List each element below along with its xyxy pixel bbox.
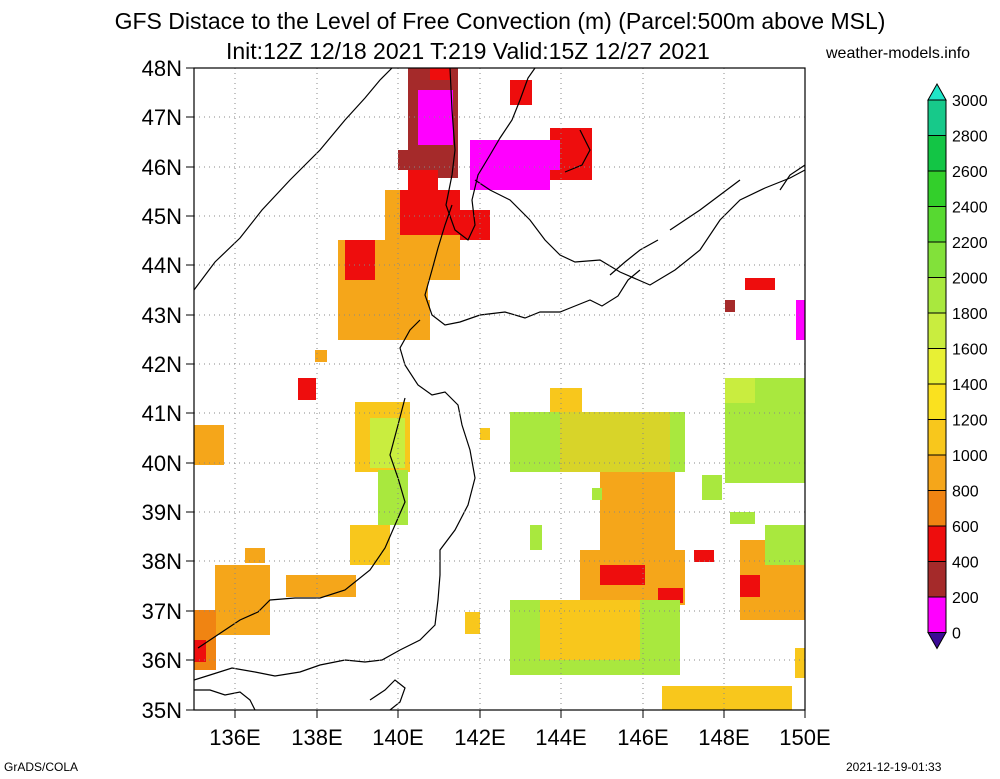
colorbar-swatch: [927, 561, 947, 598]
gridlines: [194, 68, 805, 710]
lon-label: 148E: [698, 725, 749, 750]
colorbar-label: 2200: [952, 235, 988, 252]
colorbar-swatch: [927, 454, 947, 491]
footer-timestamp: 2021-12-19-01:33: [846, 760, 942, 774]
colorbar-swatch: [927, 241, 947, 278]
map-frame: [193, 67, 806, 711]
lon-label: 142E: [454, 725, 505, 750]
footer-credit: GrADS/COLA: [4, 760, 79, 774]
colorbar-label: 1400: [952, 377, 988, 394]
colorbar-label: 0: [952, 626, 961, 643]
map-title: GFS Distace to the Level of Free Convect…: [114, 8, 886, 34]
lon-label: 140E: [372, 725, 423, 750]
lon-label: 136E: [209, 725, 260, 750]
lat-label: 42N: [142, 352, 182, 377]
site-label: weather-models.info: [826, 45, 971, 62]
coastlines: [194, 68, 805, 710]
lat-label: 40N: [142, 451, 182, 476]
lat-labels: 48N 47N 46N 45N 44N 43N 42N 41N 40N 39N …: [142, 56, 182, 723]
colorbar-swatch: [927, 419, 947, 456]
lat-label: 37N: [142, 599, 182, 624]
colorbar-swatch: [927, 99, 947, 136]
colorbar-swatch: [927, 525, 947, 562]
lon-label: 144E: [535, 725, 586, 750]
colorbar-swatch: [927, 206, 947, 243]
colorbar-label: 2800: [952, 129, 988, 146]
lat-label: 46N: [142, 155, 182, 180]
lat-label: 47N: [142, 105, 182, 130]
lfc-field: [194, 68, 805, 710]
lat-label: 39N: [142, 500, 182, 525]
colorbar-swatch: [927, 596, 947, 633]
colorbar-swatch: [927, 312, 947, 349]
colorbar-label: 1800: [952, 306, 988, 323]
colorbar-label: 3000: [952, 93, 988, 110]
lat-label: 48N: [142, 56, 182, 81]
lon-labels: 136E 138E 140E 142E 144E 146E 148E 150E: [209, 725, 830, 750]
lat-label: 36N: [142, 648, 182, 673]
lon-label: 138E: [291, 725, 342, 750]
colorbar-label: 400: [952, 555, 979, 572]
colorbar-label: 2600: [952, 164, 988, 181]
colorbar-swatch: [927, 383, 947, 420]
lon-label: 150E: [779, 725, 830, 750]
lat-label: 45N: [142, 204, 182, 229]
colorbar-label: 2000: [952, 271, 988, 288]
colorbar-swatch: [927, 135, 947, 172]
map-subtitle: Init:12Z 12/18 2021 T:219 Valid:15Z 12/2…: [226, 38, 710, 64]
colorbar-label: 800: [952, 484, 979, 501]
colorbar-label: 1000: [952, 448, 988, 465]
colorbar-swatch: [927, 348, 947, 385]
lat-label: 38N: [142, 549, 182, 574]
lon-label: 146E: [617, 725, 668, 750]
lat-label: 35N: [142, 698, 182, 723]
colorbar: 3000280026002400220020001800160014001200…: [927, 82, 988, 650]
colorbar-top-arrow: [927, 82, 947, 101]
colorbar-label: 1200: [952, 413, 988, 430]
colorbar-bottom-arrow: [927, 632, 947, 650]
colorbar-label: 600: [952, 519, 979, 536]
lat-label: 43N: [142, 303, 182, 328]
colorbar-swatch: [927, 490, 947, 527]
lat-label: 44N: [142, 253, 182, 278]
colorbar-swatch: [927, 170, 947, 207]
axis-ticks: [186, 67, 806, 718]
colorbar-label: 200: [952, 590, 979, 607]
colorbar-swatch: [927, 277, 947, 314]
colorbar-label: 2400: [952, 200, 988, 217]
colorbar-label: 1600: [952, 342, 988, 359]
lat-label: 41N: [142, 401, 182, 426]
